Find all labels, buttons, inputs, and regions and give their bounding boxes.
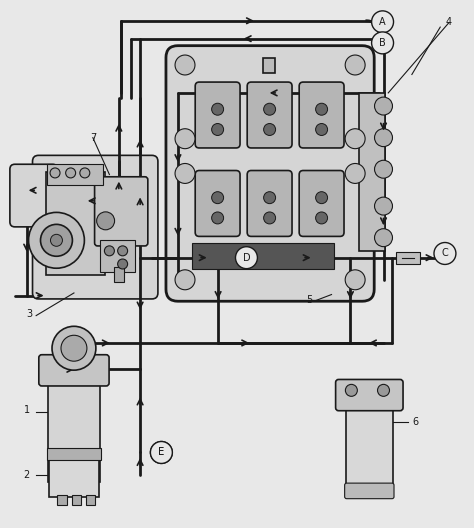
- Circle shape: [345, 129, 365, 149]
- Bar: [346, 409, 393, 488]
- FancyBboxPatch shape: [336, 380, 403, 411]
- Text: E: E: [158, 447, 164, 457]
- Circle shape: [374, 129, 392, 147]
- Text: 3: 3: [26, 309, 32, 319]
- Circle shape: [28, 212, 84, 268]
- Text: E: E: [158, 447, 164, 457]
- Circle shape: [40, 224, 73, 256]
- Text: 1: 1: [24, 406, 30, 416]
- Bar: [100, 240, 136, 272]
- Circle shape: [211, 212, 224, 224]
- FancyBboxPatch shape: [166, 45, 374, 301]
- Circle shape: [80, 168, 90, 178]
- Text: D: D: [243, 253, 250, 263]
- FancyBboxPatch shape: [39, 355, 109, 386]
- Circle shape: [346, 384, 357, 397]
- FancyBboxPatch shape: [95, 177, 148, 246]
- Text: B: B: [379, 38, 386, 48]
- Text: 6: 6: [412, 417, 419, 427]
- Bar: [263, 58, 275, 73]
- FancyBboxPatch shape: [195, 82, 240, 148]
- Circle shape: [211, 103, 224, 115]
- Circle shape: [264, 103, 275, 115]
- FancyBboxPatch shape: [10, 164, 58, 227]
- Circle shape: [175, 55, 195, 75]
- Circle shape: [264, 212, 275, 224]
- Bar: [57, 495, 67, 505]
- Bar: [86, 495, 95, 505]
- Bar: [72, 495, 81, 505]
- Circle shape: [104, 246, 114, 256]
- Circle shape: [316, 192, 328, 204]
- Bar: [49, 460, 99, 497]
- Text: 7: 7: [90, 133, 96, 143]
- Circle shape: [345, 270, 365, 290]
- Circle shape: [50, 168, 60, 178]
- Bar: [192, 243, 334, 269]
- Bar: [114, 267, 124, 282]
- Circle shape: [61, 335, 87, 361]
- Circle shape: [372, 11, 393, 33]
- Circle shape: [175, 164, 195, 183]
- Text: C: C: [442, 249, 448, 259]
- Circle shape: [372, 32, 393, 54]
- Circle shape: [316, 103, 328, 115]
- Circle shape: [374, 197, 392, 215]
- Circle shape: [374, 161, 392, 178]
- Circle shape: [236, 247, 257, 269]
- FancyBboxPatch shape: [195, 171, 240, 237]
- Circle shape: [316, 212, 328, 224]
- Bar: [48, 377, 100, 483]
- Circle shape: [175, 129, 195, 149]
- Circle shape: [150, 441, 173, 464]
- Text: A: A: [379, 17, 386, 27]
- FancyBboxPatch shape: [299, 171, 344, 237]
- FancyBboxPatch shape: [299, 82, 344, 148]
- Circle shape: [345, 164, 365, 183]
- Bar: [31, 230, 46, 251]
- Circle shape: [374, 97, 392, 115]
- Circle shape: [211, 124, 224, 136]
- Circle shape: [66, 168, 76, 178]
- Circle shape: [264, 124, 275, 136]
- FancyBboxPatch shape: [33, 155, 158, 299]
- FancyBboxPatch shape: [345, 483, 394, 498]
- Circle shape: [374, 229, 392, 247]
- Bar: [396, 252, 420, 263]
- Circle shape: [175, 270, 195, 290]
- Circle shape: [377, 384, 390, 397]
- Circle shape: [264, 192, 275, 204]
- Bar: [359, 93, 385, 251]
- Circle shape: [50, 234, 63, 246]
- Circle shape: [52, 326, 96, 370]
- Circle shape: [211, 192, 224, 204]
- Bar: [46, 448, 101, 460]
- Circle shape: [434, 242, 456, 265]
- Circle shape: [118, 259, 128, 269]
- Text: 5: 5: [306, 295, 312, 305]
- Text: 2: 2: [24, 469, 30, 479]
- Bar: [46, 172, 105, 275]
- FancyBboxPatch shape: [247, 82, 292, 148]
- FancyBboxPatch shape: [247, 171, 292, 237]
- Circle shape: [118, 246, 128, 256]
- Circle shape: [97, 212, 115, 230]
- Circle shape: [316, 124, 328, 136]
- Text: 4: 4: [446, 17, 452, 27]
- Circle shape: [150, 441, 173, 464]
- Circle shape: [345, 55, 365, 75]
- Bar: [46, 164, 103, 185]
